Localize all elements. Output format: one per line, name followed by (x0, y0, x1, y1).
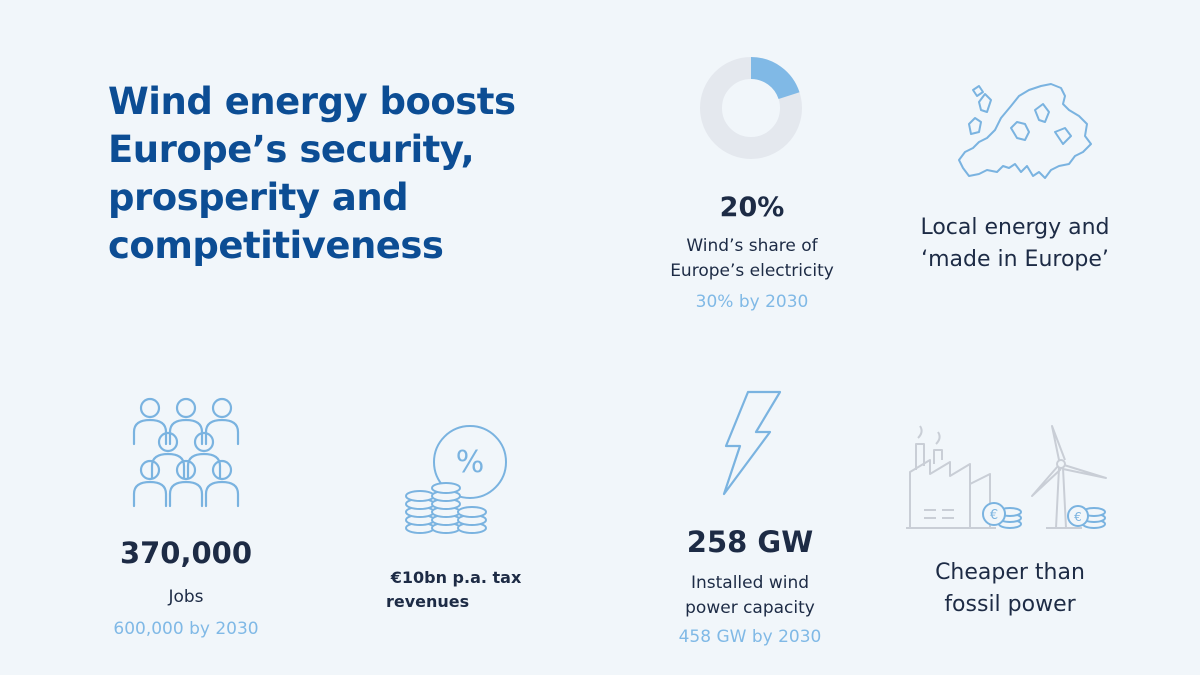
euro-coin-icon: € (990, 508, 998, 523)
capacity-target: 458 GW by 2030 (678, 627, 822, 647)
jobs-target: 600,000 by 2030 (113, 619, 259, 639)
local-label: Local energy and ‘made in Europe’ (880, 212, 1150, 276)
tax-label-line: revenues (386, 592, 470, 611)
people-group-icon (132, 397, 240, 508)
tax-label: €10bn p.a. tax revenues (356, 566, 556, 614)
capacity-value: 258 GW (686, 525, 814, 559)
coins-percent-icon: % (405, 425, 507, 534)
share-target: 30% by 2030 (695, 292, 809, 312)
title-line: Wind energy boosts (108, 80, 516, 123)
share-label-line: Wind’s share of (686, 236, 818, 256)
local-label-line: Local energy and (920, 215, 1110, 240)
capacity-label-line: Installed wind (690, 573, 810, 593)
euro-coin-icon: € (1074, 510, 1082, 524)
title-line: Europe’s security, (108, 128, 475, 172)
title-line: prosperity and (108, 176, 409, 220)
local-label-line: ‘made in Europe’ (921, 247, 1109, 272)
share-donut (700, 57, 802, 159)
share-value: 20% (719, 192, 785, 223)
factory-vs-turbine-icon: € € (906, 425, 1107, 529)
share-label-line: Europe’s electricity (670, 261, 834, 281)
title-line: competitiveness (108, 224, 444, 268)
percent-icon: % (456, 445, 485, 480)
share-label: Wind’s share of Europe’s electricity (632, 234, 872, 284)
jobs-label: Jobs (168, 587, 204, 607)
donut-slice (750, 57, 800, 100)
capacity-label: Installed wind power capacity (630, 571, 870, 621)
cheaper-label-line: Cheaper than (935, 560, 1085, 585)
jobs-value: 370,000 (119, 536, 253, 570)
tax-label-line: €10bn p.a. tax (390, 568, 522, 587)
cheaper-label: Cheaper than fossil power (880, 557, 1140, 621)
page-title: Wind energy boosts Europe’s security, pr… (108, 78, 588, 270)
cheaper-label-line: fossil power (944, 592, 1076, 617)
europe-map-icon (958, 83, 1092, 179)
capacity-label-line: power capacity (685, 598, 815, 618)
lightning-bolt-icon (722, 390, 782, 496)
